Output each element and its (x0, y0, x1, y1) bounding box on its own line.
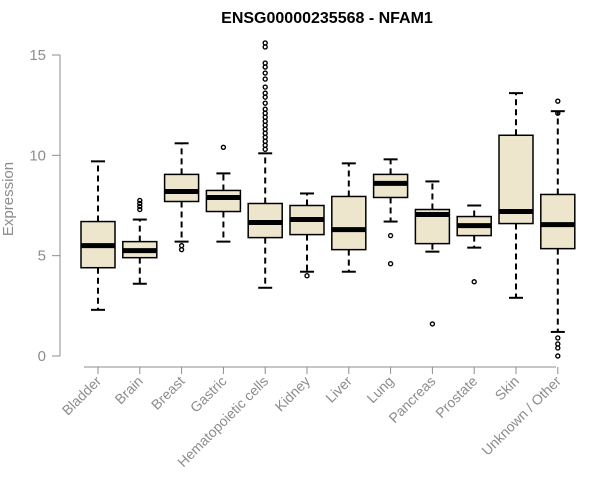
box-group (540, 98, 576, 359)
x-tick-label: Brain (111, 373, 145, 407)
box-iqr (205, 189, 242, 213)
y-ticks: 0 5 10 15 (29, 47, 60, 365)
box-group (498, 92, 534, 299)
outlier-point (262, 100, 268, 106)
outlier-point (262, 106, 268, 112)
x-tick-label: Liver (322, 373, 355, 406)
box-group (163, 142, 200, 253)
outlier-point (262, 70, 268, 76)
box-iqr (498, 134, 534, 225)
box-group (247, 40, 283, 289)
y-tick-label: 15 (29, 47, 46, 64)
outlier-point (137, 197, 143, 204)
y-tick-label: 0 (38, 348, 46, 365)
box-group (331, 162, 367, 273)
box-group (205, 144, 242, 243)
x-tick-label: Breast (148, 373, 188, 413)
y-tick-label: 10 (29, 147, 46, 164)
x-tick-label: Skin (492, 373, 523, 404)
outlier-point (304, 273, 310, 279)
outlier-point (262, 84, 268, 90)
x-tick-label: Kidney (272, 373, 314, 415)
outlier-point (555, 353, 561, 359)
outlier-point (262, 90, 268, 96)
box-iqr (540, 193, 576, 250)
x-tick-label: Lung (363, 373, 396, 406)
outlier-point (178, 242, 185, 249)
outlier-point (262, 60, 268, 66)
box-group (372, 158, 409, 267)
outlier-point (555, 341, 561, 347)
x-tick-label: Prostate (432, 373, 480, 421)
x-tick-label: Unknown / Other (478, 373, 564, 459)
box-group (122, 197, 158, 285)
outlier-point (137, 203, 143, 210)
outlier-point (137, 200, 143, 207)
outlier-point (471, 279, 477, 285)
outlier-point (262, 40, 268, 46)
outlier-point (555, 98, 561, 104)
x-tick-label: Bladder (59, 373, 105, 419)
y-tick-label: 5 (38, 248, 46, 265)
box-group (414, 180, 451, 327)
box-iqr (372, 173, 409, 199)
box-iqr (331, 195, 367, 251)
boxes (80, 40, 576, 359)
outlier-point (262, 76, 268, 82)
outlier-point (220, 144, 227, 151)
outlier-point (387, 260, 394, 267)
outlier-point (555, 335, 561, 341)
outlier-point (555, 110, 561, 116)
box-group (456, 204, 492, 285)
box-group (289, 192, 325, 279)
outlier-point (429, 321, 436, 327)
y-axis-label: Expression (0, 162, 17, 236)
chart-title: ENSG00000235568 - NFAM1 (221, 10, 433, 27)
box-group (80, 160, 116, 311)
outlier-point (387, 232, 394, 239)
outlier-point (137, 206, 143, 213)
box-iqr (163, 173, 200, 203)
